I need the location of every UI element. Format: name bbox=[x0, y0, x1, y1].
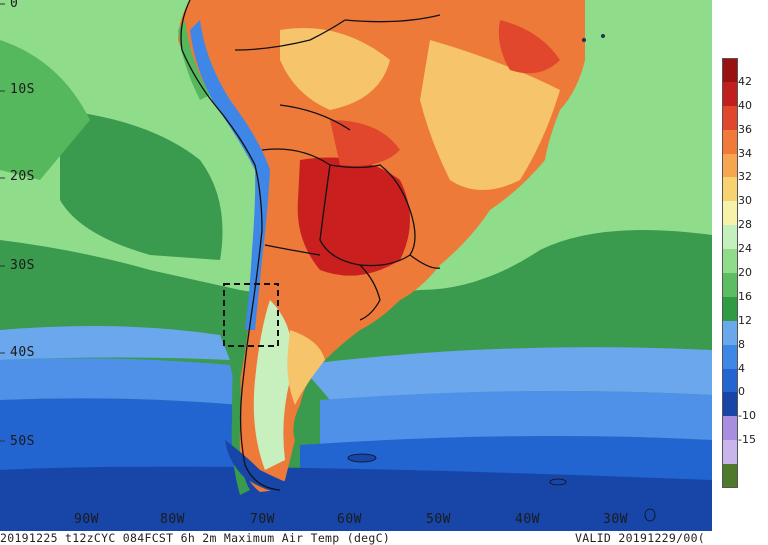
colorbar-tick-label: 34 bbox=[738, 146, 752, 160]
lon-label-40w: 40W bbox=[515, 512, 540, 527]
land-hot-core bbox=[297, 157, 410, 276]
land-mild-north bbox=[280, 28, 390, 110]
colorbar-tick-label: -10 bbox=[738, 409, 756, 423]
colorbar-tick-label: 8 bbox=[738, 337, 745, 351]
colorbar-tick-label: 28 bbox=[738, 218, 752, 232]
lat-label-10s: 10S bbox=[10, 82, 35, 97]
colorbar-tick-label: 4 bbox=[738, 361, 745, 375]
lat-label-30s: 30S bbox=[10, 258, 35, 273]
tropical-ocean-warm-patch-2 bbox=[0, 40, 90, 180]
lon-label-30w: 30W bbox=[603, 512, 628, 527]
lat-label-0: 0 bbox=[10, 0, 19, 11]
footer-caption: 20191225 t12zCYC 084FCST 6h 2m Maximum A… bbox=[0, 531, 768, 545]
land-hot-ne bbox=[498, 20, 560, 74]
lon-label-70w: 70W bbox=[250, 512, 275, 527]
colorbar-tick-label: 16 bbox=[738, 289, 752, 303]
andes-green-edge bbox=[178, 20, 210, 100]
colorbar-tick-label: 40 bbox=[738, 98, 752, 112]
mid-lat-pale-band bbox=[300, 347, 712, 400]
colorbar-tick-label: 12 bbox=[738, 313, 752, 327]
country-borders bbox=[180, 0, 441, 491]
southern-mid-band bbox=[0, 358, 240, 405]
colorbar-tick-label: 42 bbox=[738, 74, 752, 88]
land-mild-patagonia bbox=[287, 330, 325, 405]
colorbar-tick-label: 32 bbox=[738, 170, 752, 184]
lon-label-90w: 90W bbox=[74, 512, 99, 527]
andes-cold-strip bbox=[190, 20, 270, 330]
lon-label-50w: 50W bbox=[426, 512, 451, 527]
colorbar-tick-label: 0 bbox=[738, 385, 745, 399]
lat-label-20s: 20S bbox=[10, 169, 35, 184]
lat-label-50s: 50S bbox=[10, 434, 35, 449]
study-area-box bbox=[223, 283, 279, 347]
southern-mid-band-east bbox=[320, 391, 712, 445]
colorbar-tick-label: 20 bbox=[738, 266, 752, 279]
temperature-map: 0 10S 20S 30S 40S 50S 90W 80W 70W 60W 50… bbox=[0, 0, 712, 531]
lat-label-40s: 40S bbox=[10, 345, 35, 360]
forecast-description: 20191225 t12zCYC 084FCST 6h 2m Maximum A… bbox=[0, 531, 391, 545]
colorbar bbox=[722, 58, 738, 489]
valid-time: VALID 20191229/00( bbox=[575, 531, 706, 545]
colorbar-frame bbox=[722, 58, 738, 488]
lon-label-60w: 60W bbox=[337, 512, 362, 527]
colorbar-tick-label: 24 bbox=[738, 242, 752, 256]
lon-label-80w: 80W bbox=[160, 512, 185, 527]
map-canvas bbox=[0, 0, 712, 531]
islands bbox=[347, 34, 656, 522]
land-hot-north bbox=[330, 120, 400, 166]
atlantic-green-band bbox=[420, 240, 712, 360]
land-cool-south bbox=[253, 300, 293, 470]
colorbar-tick-label: 30 bbox=[738, 194, 752, 208]
land-mild-east bbox=[420, 40, 560, 190]
grid-ticks bbox=[0, 3, 5, 442]
mid-lat-light-band bbox=[0, 326, 230, 360]
colorbar-tick-label: 36 bbox=[738, 122, 752, 136]
southern-deepest-band bbox=[0, 466, 712, 531]
tropical-ocean-warm-patch bbox=[60, 110, 223, 260]
colorbar-tick-label: -15 bbox=[738, 433, 756, 447]
tierra-del-fuego bbox=[225, 440, 300, 495]
